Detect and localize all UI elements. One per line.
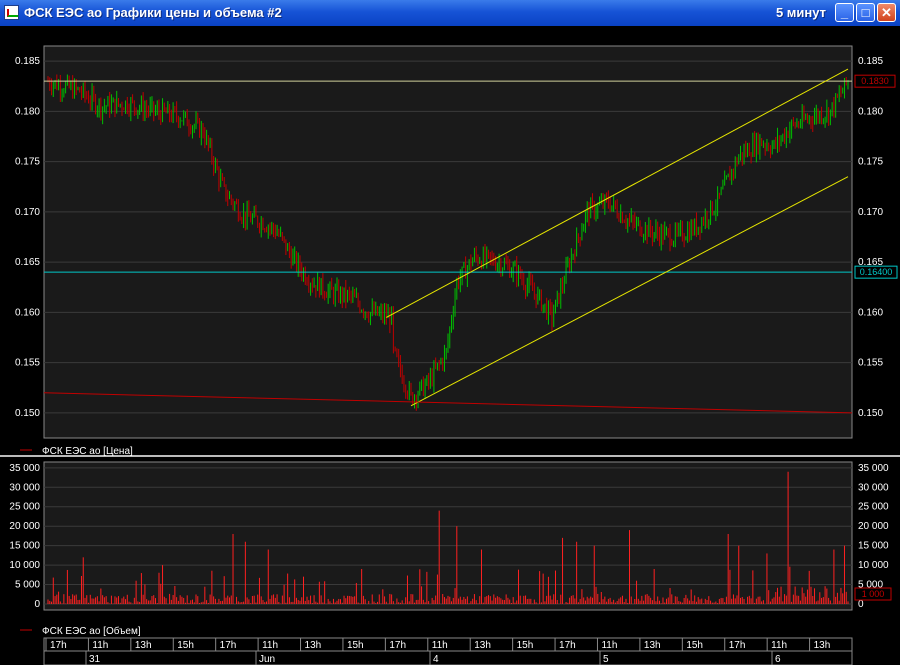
hour-label: 13h [135, 640, 152, 651]
hour-label: 15h [686, 640, 703, 651]
hour-label: 11h [601, 640, 617, 651]
hour-label: 13h [474, 640, 491, 651]
volume-y-tick-right: 20 000 [858, 521, 889, 532]
maximize-button[interactable]: □ [856, 3, 875, 22]
volume-y-tick-left: 15 000 [9, 541, 40, 552]
hour-label: 17h [220, 640, 237, 651]
last-volume-label: 1 000 [862, 589, 885, 599]
price-candles [47, 74, 849, 411]
price-y-tick-right: 0.150 [858, 408, 883, 419]
hour-label: 15h [177, 640, 194, 651]
last-volume-tag [854, 587, 892, 601]
price-y-tick-left: 0.150 [15, 408, 40, 419]
last-price-label: 0.1830 [861, 76, 889, 86]
volume-y-tick-left: 20 000 [9, 521, 40, 532]
volume-bars [47, 471, 849, 604]
price-y-tick-left: 0.160 [15, 307, 40, 318]
volume-y-tick-left: 25 000 [9, 502, 40, 513]
price-y-tick-left: 0.175 [15, 157, 40, 168]
volume-legend: ФСК ЕЭС ао [Объем] [42, 625, 141, 637]
price-y-tick-left: 0.155 [15, 358, 40, 369]
hour-label: 13h [814, 640, 831, 651]
hour-label: 11h [771, 640, 787, 651]
hour-label: 13h [305, 640, 322, 651]
hour-label: 17h [50, 640, 67, 651]
hour-label: 11h [432, 640, 448, 651]
price-y-tick-right: 0.160 [858, 307, 883, 318]
day-label: 6 [775, 654, 781, 665]
hour-label: 17h [729, 640, 746, 651]
title-bar: ФСК ЕЭС ао Графики цены и объема #2 5 ми… [0, 0, 900, 26]
price-y-tick-right: 0.180 [858, 106, 883, 117]
volume-y-tick-right: 25 000 [858, 502, 889, 513]
price-y-tick-right: 0.185 [858, 56, 883, 67]
volume-y-tick-right: 5 000 [858, 580, 883, 591]
volume-y-tick-left: 5 000 [15, 580, 40, 591]
hour-label: 13h [644, 640, 661, 651]
support-trend-line[interactable] [43, 392, 853, 414]
price-y-tick-right: 0.170 [858, 207, 883, 218]
price-y-tick-left: 0.185 [15, 56, 40, 67]
cyan-level-label: 0.16400 [860, 267, 893, 277]
interval-label[interactable]: 5 минут [775, 5, 826, 20]
price-legend: ФСК ЕЭС ао [Цена] [42, 446, 133, 457]
volume-y-tick-right: 30 000 [858, 482, 889, 493]
price-plot-area[interactable] [43, 45, 853, 439]
cyan-level-tag [854, 265, 898, 279]
day-label: 4 [433, 654, 439, 665]
lower-channel-line[interactable] [410, 176, 849, 407]
window-title: ФСК ЕЭС ао Графики цены и объема #2 [24, 5, 282, 20]
day-label: 5 [603, 654, 609, 665]
hour-label: 11h [262, 640, 278, 651]
upper-channel-line[interactable] [386, 68, 849, 318]
hour-label: 11h [92, 640, 108, 651]
price-y-tick-right: 0.175 [858, 157, 883, 168]
price-y-tick-right: 0.165 [858, 257, 883, 268]
volume-y-tick-left: 35 000 [9, 463, 40, 474]
volume-y-tick-left: 10 000 [9, 560, 40, 571]
price-volume-chart[interactable]: 0.185 0.185 0.180 0.180 0.175 0.175 0.170 0.170… [0, 26, 900, 665]
day-label: 31 [89, 654, 101, 665]
volume-y-tick-left: 0 [34, 599, 40, 610]
price-y-tick-left: 0.180 [15, 106, 40, 117]
volume-y-tick-right: 10 000 [858, 560, 889, 571]
volume-y-tick-right: 35 000 [858, 463, 889, 474]
hour-label: 15h [347, 640, 364, 651]
volume-y-tick-left: 30 000 [9, 482, 40, 493]
last-price-tag [854, 74, 896, 88]
price-y-tick-right: 0.155 [858, 358, 883, 369]
chart-app-icon [4, 5, 19, 20]
close-button[interactable]: ✕ [877, 3, 896, 22]
volume-y-tick-right: 0 [858, 599, 864, 610]
hour-label: 15h [517, 640, 534, 651]
day-label: Jun [259, 654, 275, 665]
volume-plot-area[interactable] [43, 461, 853, 611]
price-y-tick-left: 0.170 [15, 207, 40, 218]
minimize-button[interactable]: _ [835, 3, 854, 22]
volume-y-tick-right: 15 000 [858, 541, 889, 552]
price-y-tick-left: 0.165 [15, 257, 40, 268]
hour-label: 17h [389, 640, 406, 651]
hour-label: 17h [559, 640, 576, 651]
